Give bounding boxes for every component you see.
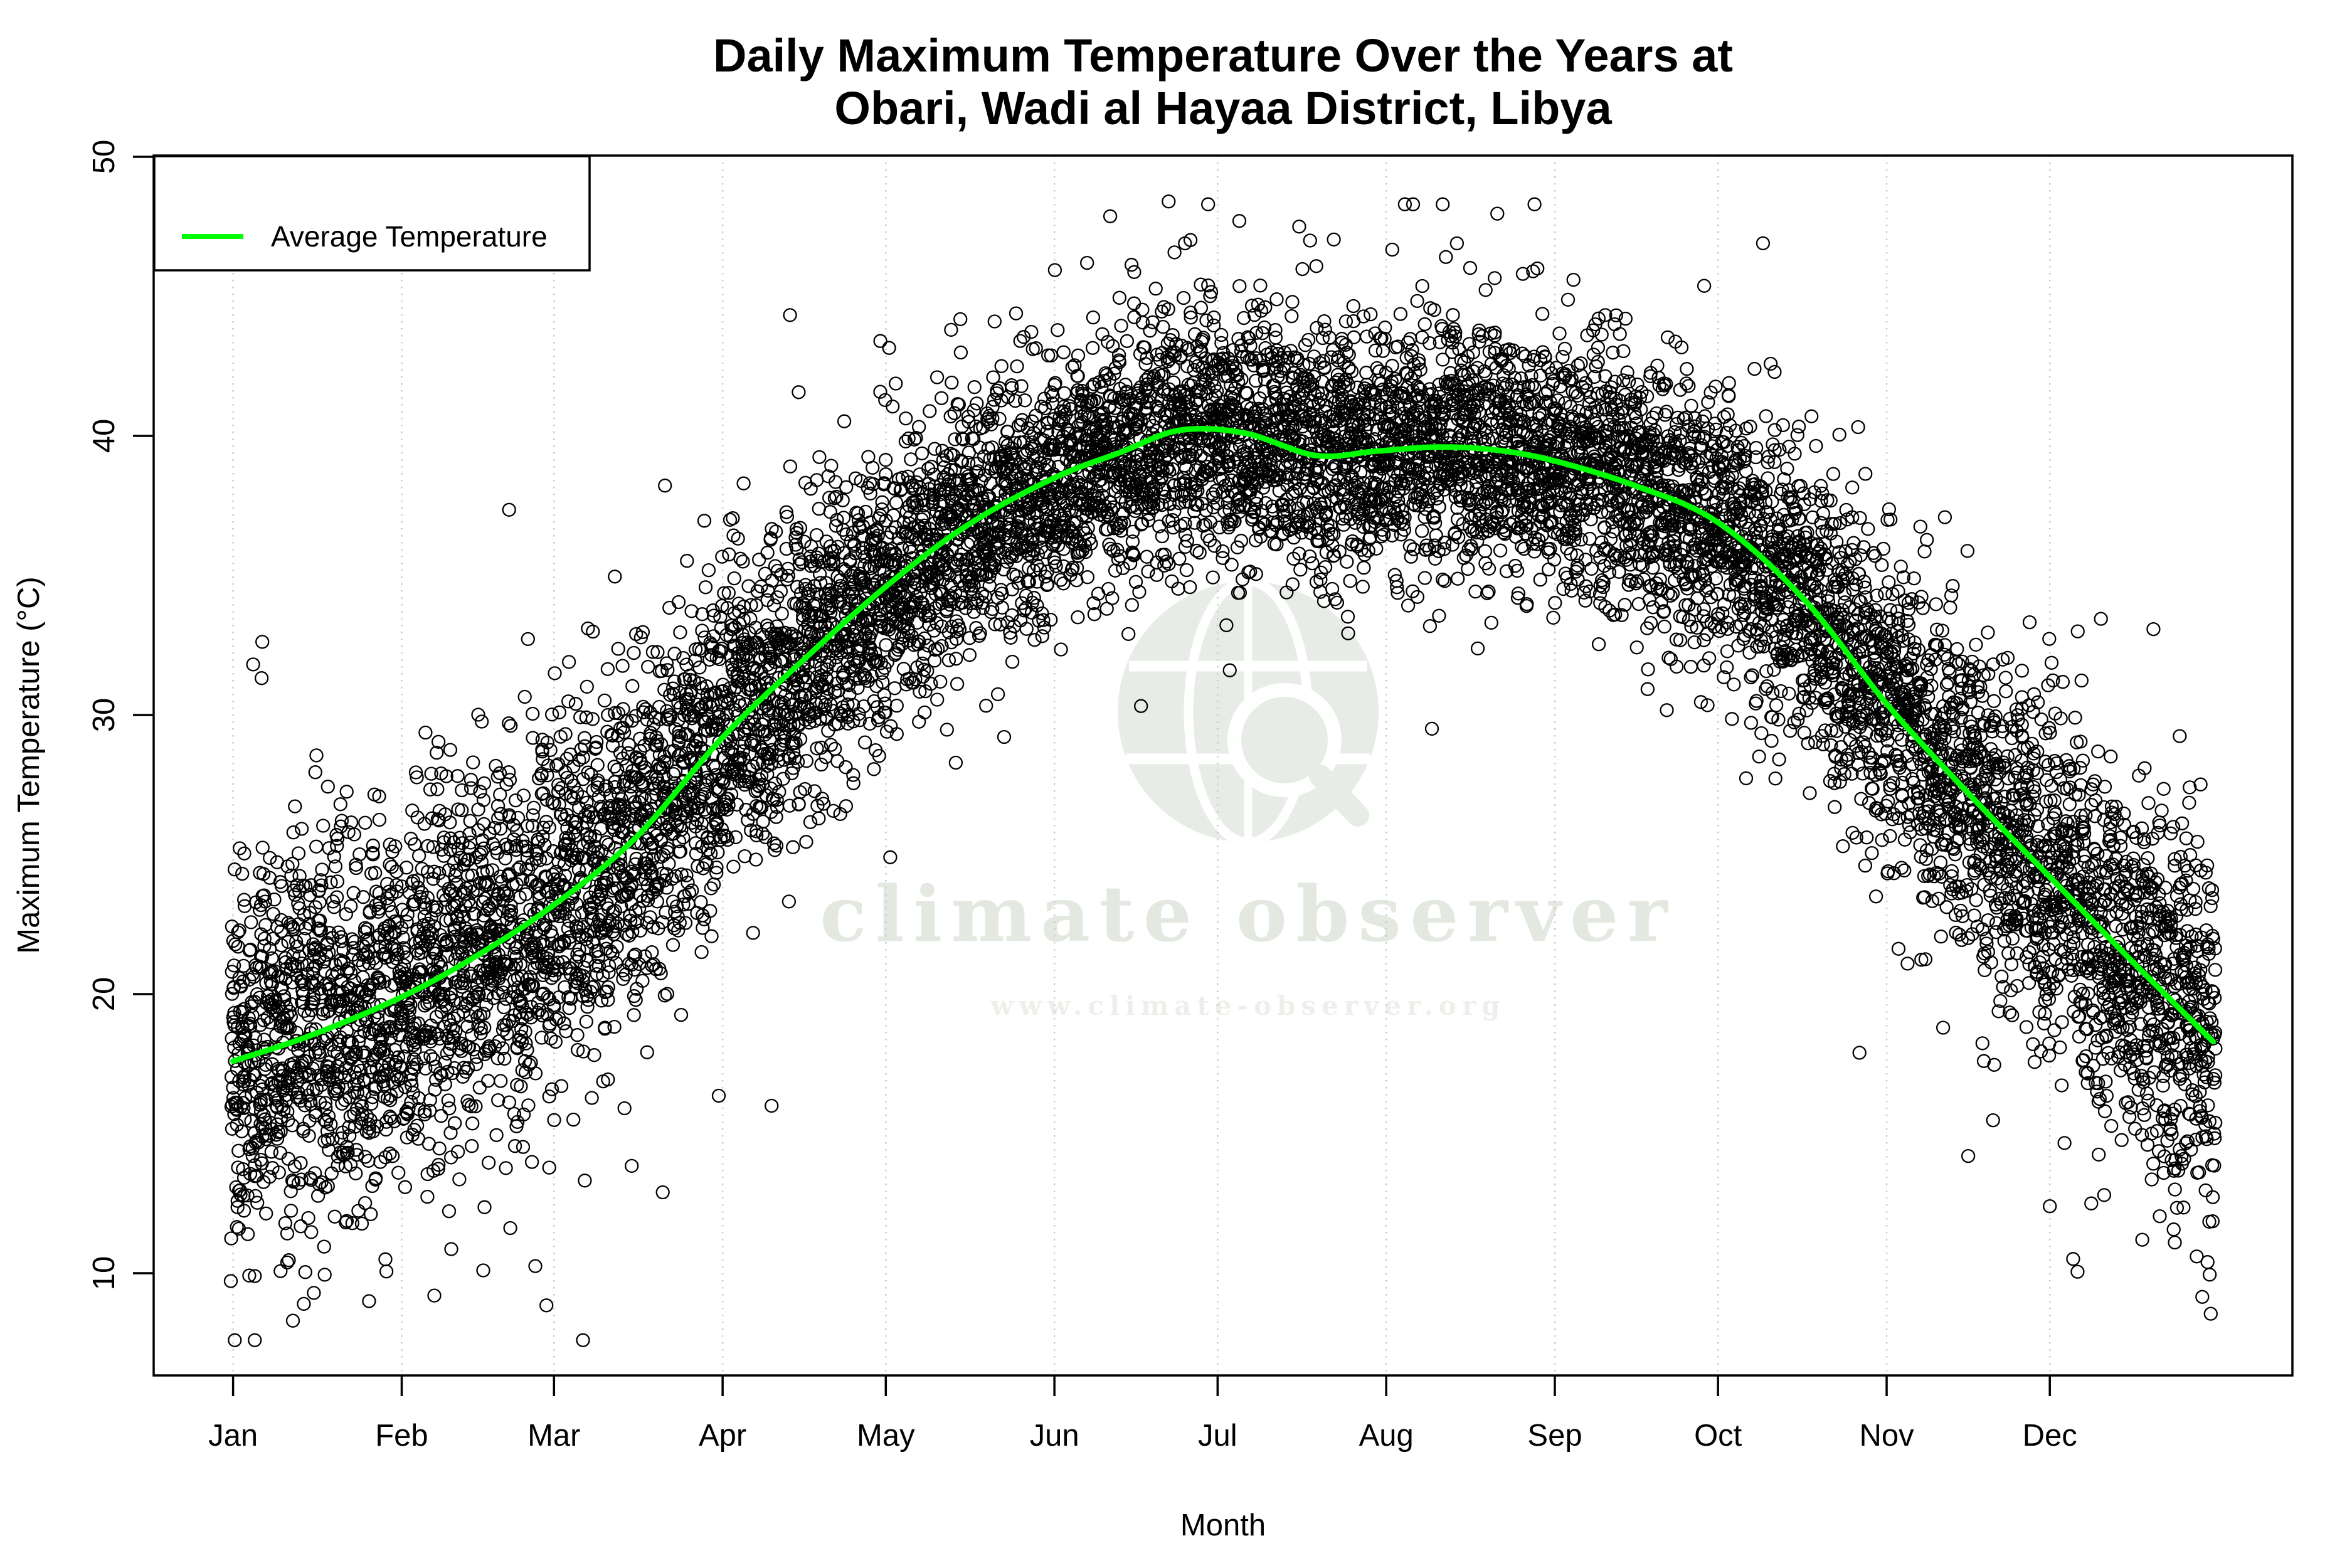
- x-tick-label-dec: Dec: [2023, 1419, 2077, 1453]
- average-temperature-line: [230, 425, 2216, 1064]
- watermark-url-text: www.climate-observer.org: [990, 990, 1506, 1021]
- x-tick-label-nov: Nov: [1859, 1419, 1914, 1453]
- y-tick-label-30: 30: [87, 698, 121, 733]
- x-tick-label-jun: Jun: [1030, 1419, 1079, 1453]
- x-axis-title: Month: [1180, 1508, 1266, 1542]
- y-tick-label-20: 20: [87, 977, 121, 1012]
- y-tick-label-50: 50: [87, 140, 121, 174]
- x-tick-label-apr: Apr: [699, 1419, 746, 1453]
- x-axis-ticks: [231, 1375, 2051, 1396]
- y-axis-ticks: [133, 156, 154, 1274]
- y-tick-label-10: 10: [87, 1256, 121, 1291]
- legend-label: Average Temperature: [271, 220, 548, 253]
- y-axis-title: Maximum Temperature (°C): [12, 576, 46, 953]
- chart-title-line2: Obari, Wadi al Hayaa District, Libya: [834, 82, 1612, 134]
- watermark-brand-text: climate observer: [820, 869, 1677, 959]
- watermark: climate observer www.climate-observer.or…: [820, 576, 1677, 1021]
- x-tick-label-mar: Mar: [527, 1419, 580, 1453]
- y-tick-label-40: 40: [87, 419, 121, 453]
- x-tick-label-jul: Jul: [1198, 1419, 1237, 1453]
- x-tick-label-feb: Feb: [375, 1419, 428, 1453]
- x-tick-label-oct: Oct: [1694, 1419, 1742, 1453]
- x-tick-label-jan: Jan: [208, 1419, 258, 1453]
- scatter-points: [223, 194, 2223, 1347]
- x-tick-label-may: May: [857, 1419, 915, 1453]
- y-axis-tick-labels: 10 20 30 40 50: [87, 140, 121, 1291]
- x-tick-label-aug: Aug: [1359, 1419, 1414, 1453]
- chart-title-line1: Daily Maximum Temperature Over the Years…: [713, 29, 1733, 82]
- plot-border: [152, 154, 2294, 1377]
- legend-box: [153, 155, 591, 272]
- x-axis-tick-labels: Jan Feb Mar Apr May Jun Jul Aug Sep Oct Nov Dec: [208, 1419, 2077, 1453]
- legend: Average Temperature: [153, 155, 591, 272]
- x-tick-label-sep: Sep: [1527, 1419, 1582, 1453]
- globe-magnifier-icon: [1118, 576, 1379, 847]
